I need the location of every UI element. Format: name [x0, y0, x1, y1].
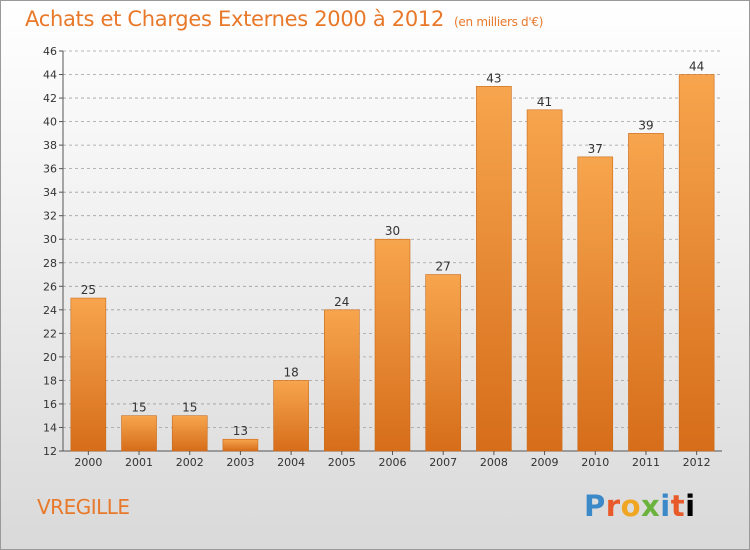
- bar-2009: [526, 109, 563, 452]
- bar-2003: [222, 438, 259, 452]
- chart-title: Achats et Charges Externes 2000 à 2012 (e…: [25, 7, 543, 31]
- bar-2004: [273, 380, 309, 452]
- bar-2007: [425, 274, 461, 452]
- y-tick-label: 42: [43, 92, 57, 105]
- y-tick-label: 16: [43, 398, 57, 411]
- x-tick-label: 2000: [74, 456, 102, 469]
- y-tick-label: 32: [43, 210, 57, 223]
- bar-2012: [678, 74, 715, 452]
- x-tick-label: 2009: [531, 456, 559, 469]
- y-tick-label: 36: [43, 163, 57, 176]
- value-label: 44: [689, 60, 704, 74]
- y-tick-label: 22: [43, 327, 57, 340]
- bar-2002: [171, 415, 208, 452]
- y-tick-label: 24: [43, 304, 57, 317]
- value-label: 13: [233, 424, 248, 438]
- chart-subtitle: (en milliers d'€): [454, 15, 544, 29]
- value-label: 37: [588, 142, 603, 156]
- bar-2001: [121, 415, 157, 452]
- y-tick-label: 40: [43, 116, 57, 129]
- x-tick-label: 2010: [581, 456, 609, 469]
- value-label: 39: [638, 118, 653, 132]
- value-label: 15: [182, 401, 197, 415]
- x-tick-label: 2012: [683, 456, 711, 469]
- x-tick-label: 2004: [277, 456, 305, 469]
- y-tick-label: 12: [43, 445, 57, 458]
- y-tick-label: 18: [43, 374, 57, 387]
- value-label: 24: [334, 295, 349, 309]
- commune-name: VREGILLE: [37, 495, 130, 519]
- value-label: 43: [486, 71, 501, 85]
- y-tick-label: 34: [43, 186, 57, 199]
- x-tick-label: 2001: [125, 456, 153, 469]
- y-tick-label: 44: [43, 69, 57, 82]
- y-tick-label: 20: [43, 351, 57, 364]
- x-tick-label: 2005: [328, 456, 356, 469]
- y-tick-label: 26: [43, 280, 57, 293]
- x-tick-label: 2008: [480, 456, 508, 469]
- value-label: 41: [537, 95, 552, 109]
- x-tick-label: 2003: [226, 456, 254, 469]
- y-tick-label: 28: [43, 257, 57, 270]
- bar-2005: [324, 309, 360, 452]
- value-label: 15: [131, 401, 146, 415]
- proxiti-logo: Proxiti: [584, 489, 696, 523]
- value-label: 27: [436, 260, 451, 274]
- y-tick-label: 38: [43, 139, 57, 152]
- y-tick-label: 30: [43, 233, 57, 246]
- value-label: 25: [81, 283, 96, 297]
- y-tick-label: 14: [43, 421, 57, 434]
- value-label: 18: [283, 365, 298, 379]
- x-tick-label: 2002: [176, 456, 204, 469]
- bar-2010: [577, 156, 614, 452]
- x-tick-label: 2007: [429, 456, 457, 469]
- bar-2008: [476, 85, 512, 452]
- value-label: 30: [385, 224, 400, 238]
- bar-2006: [374, 238, 411, 452]
- x-tick-label: 2011: [632, 456, 660, 469]
- y-tick-label: 46: [43, 45, 57, 58]
- x-tick-label: 2006: [379, 456, 407, 469]
- bar-2011: [628, 133, 664, 452]
- bar-2000: [70, 297, 107, 452]
- chart-title-text: Achats et Charges Externes 2000 à 2012: [25, 7, 445, 31]
